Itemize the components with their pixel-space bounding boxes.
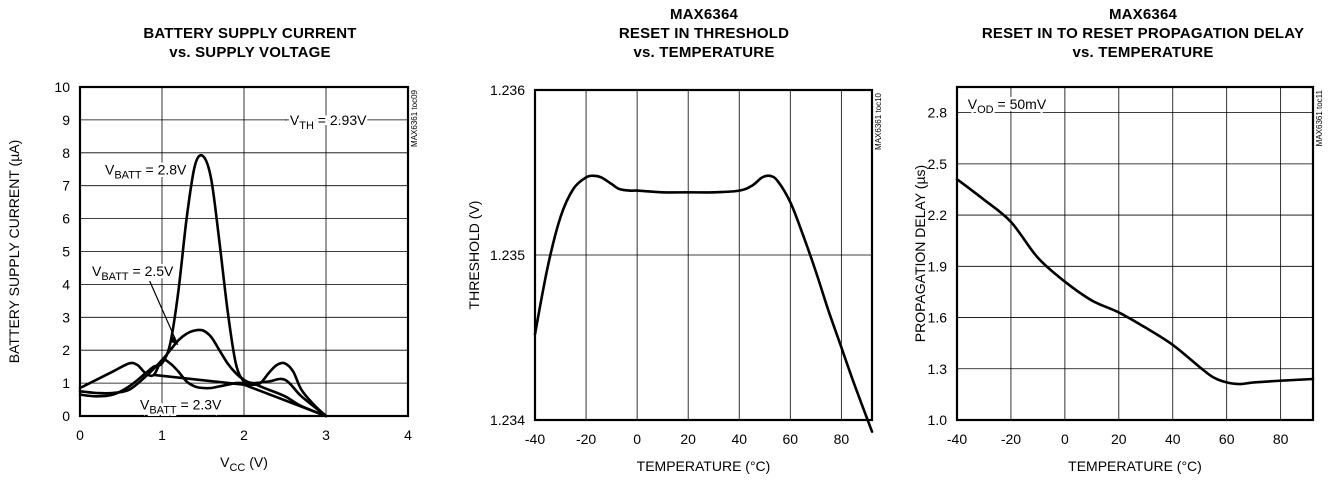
y-tick-label: 6 [62, 211, 70, 227]
plot-frame [955, 85, 1315, 422]
x-tick-label: -40 [947, 431, 967, 447]
y-tick-label: 1.9 [928, 258, 948, 274]
vbatt-2-5v-label: VBATT = 2.5V [92, 263, 174, 283]
x-tick-label: 2 [240, 427, 248, 443]
y-axis-label: THRESHOLD (V) [466, 201, 482, 310]
y-tick-label: 4 [62, 276, 70, 292]
chart-title-line-2: RESET IN TO RESET PROPAGATION DELAY [981, 25, 1305, 42]
y-tick-label: 1 [62, 375, 70, 391]
plot-frame [78, 85, 410, 418]
x-tick-label: 80 [834, 431, 850, 447]
x-tick-label: 3 [322, 427, 330, 443]
y-tick-label: 2.5 [928, 156, 948, 172]
chart-panel-battery-current: BATTERY SUPPLY CURRENT vs. SUPPLY VOLTAG… [0, 0, 440, 483]
x-tick-label: 0 [1061, 431, 1069, 447]
chart-title-line-2: vs. SUPPLY VOLTAGE [169, 44, 331, 61]
chart-title-line-1: BATTERY SUPPLY CURRENT [143, 25, 357, 42]
x-axis-label: TEMPERATURE (°C) [637, 458, 771, 474]
chart-title-line-1: MAX6364 [1108, 6, 1178, 23]
y-tick-label: 5 [62, 244, 70, 260]
y-tick-label: 7 [62, 178, 70, 194]
vth-label: VTH = 2.93V [290, 112, 367, 132]
x-axis-label: VCC (V) [220, 454, 268, 474]
y-tick-label: 1.0 [928, 412, 948, 428]
vbatt-2-3v-label: VBATT = 2.3V [140, 396, 222, 416]
x-tick-label: 40 [1165, 431, 1181, 447]
y-tick-label: 1.235 [490, 247, 525, 263]
chart-title-line-1: MAX6364 [669, 6, 739, 23]
x-tick-label: -20 [1001, 431, 1021, 447]
y-axis-label: BATTERY SUPPLY CURRENT (µA) [6, 140, 22, 364]
y-tick-label: 8 [62, 145, 70, 161]
figure-id-label: MAX6361 toc11 [1315, 89, 1324, 146]
x-tick-label: -40 [525, 431, 545, 447]
plot-frame [533, 88, 874, 422]
chart-panel-reset-threshold: MAX6364 RESET IN THRESHOLD vs. TEMPERATU… [440, 0, 883, 483]
chart-title-line-3: vs. TEMPERATURE [633, 44, 775, 61]
y-tick-label: 2 [62, 342, 70, 358]
series-line [152, 373, 328, 418]
y-tick-label: 0 [62, 408, 70, 424]
figure-id-label: MAX6361 toc10 [874, 92, 883, 149]
x-tick-label: 60 [1219, 431, 1235, 447]
annotation-arrowhead [169, 335, 179, 346]
y-tick-label: 1.236 [490, 82, 525, 98]
y-axis-label: PROPAGATION DELAY (µs) [912, 165, 928, 342]
battery-current-chart: 0 1 2 3 4 0 1 2 3 4 5 6 7 8 9 10 VCC (V) BATTERY SUPPLY C… [6, 79, 419, 474]
x-tick-label: 20 [680, 431, 696, 447]
x-tick-label: 80 [1273, 431, 1289, 447]
series-line [78, 153, 328, 418]
vbatt-2-8v-label: VBATT = 2.8V [105, 161, 187, 181]
x-tick-label: 40 [731, 431, 747, 447]
y-tick-label: 2.2 [928, 207, 948, 223]
y-tick-label: 9 [62, 112, 70, 128]
chart-panel-propagation-delay: MAX6364 RESET IN TO RESET PROPAGATION DE… [880, 0, 1336, 483]
propagation-delay-chart: -40 -20 0 20 40 60 80 1.0 1.3 1.6 1.9 2.2 2.5 2.8 TEMP… [912, 85, 1324, 474]
x-tick-label: 0 [633, 431, 641, 447]
chart-title: MAX6364 RESET IN THRESHOLD vs. TEMPERATU… [528, 5, 880, 62]
chart-title: BATTERY SUPPLY CURRENT vs. SUPPLY VOLTAG… [60, 24, 440, 62]
figure-id-label: MAX6361 toc09 [410, 89, 419, 146]
chart-title-line-3: vs. TEMPERATURE [1072, 44, 1214, 61]
vod-label: VOD = 50mV [968, 96, 1047, 116]
y-tick-label: 1.6 [928, 310, 948, 326]
x-axis-label: TEMPERATURE (°C) [1068, 458, 1202, 474]
series-line [533, 174, 874, 433]
x-tick-label: -20 [576, 431, 596, 447]
series-line [955, 177, 1315, 386]
y-tick-label: 10 [54, 79, 70, 95]
x-tick-label: 1 [158, 427, 166, 443]
y-tick-label: 3 [62, 309, 70, 325]
y-tick-label: 1.3 [928, 361, 948, 377]
chart-title-line-2: RESET IN THRESHOLD [618, 25, 790, 42]
x-tick-label: 4 [404, 427, 412, 443]
chart-title: MAX6364 RESET IN TO RESET PROPAGATION DE… [950, 5, 1336, 62]
annotation-arrow-line [149, 280, 176, 339]
x-tick-label: 20 [1111, 431, 1127, 447]
reset-threshold-chart: -40 -20 0 20 40 60 80 1.234 1.235 1.236 TEMPERATUR… [466, 82, 883, 474]
x-tick-label: 0 [76, 427, 84, 443]
x-tick-label: 60 [783, 431, 799, 447]
y-tick-label: 1.234 [490, 412, 525, 428]
y-tick-label: 2.8 [928, 105, 948, 121]
series-line [78, 328, 328, 418]
series-line [78, 358, 328, 418]
